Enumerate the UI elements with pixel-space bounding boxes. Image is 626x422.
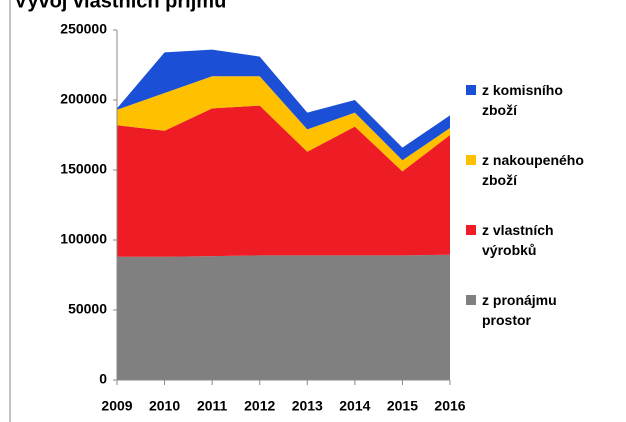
legend-label: z komisního zboží: [482, 82, 563, 118]
area: [117, 76, 450, 172]
legend-label: z pronájmu prostor: [482, 292, 557, 328]
legend-item: z pronájmu prostor: [466, 290, 616, 330]
y-tick-label: 150000: [60, 161, 107, 177]
x-tick-label: 2013: [292, 398, 323, 414]
legend-swatch: [466, 295, 476, 305]
x-tick-label: 2015: [387, 398, 418, 414]
legend-label: z nakoupeného zboží: [482, 152, 584, 188]
x-tick-label: 2016: [434, 398, 465, 414]
y-tick-label: 50000: [68, 301, 107, 317]
legend-item: z nakoupeného zboží: [466, 150, 616, 190]
area: [117, 49, 450, 161]
legend-label: z vlastních výrobků: [482, 222, 554, 258]
area: [117, 254, 450, 380]
x-tick-label: 2010: [149, 398, 180, 414]
y-tick-label: 250000: [60, 21, 107, 37]
legend-swatch: [466, 155, 476, 165]
legend-swatch: [466, 225, 476, 235]
x-tick-label: 2012: [244, 398, 275, 414]
x-tick-label: 2009: [101, 398, 132, 414]
y-tick-label: 100000: [60, 231, 107, 247]
x-tick-label: 2011: [197, 398, 228, 414]
legend-item: z vlastních výrobků: [466, 220, 616, 260]
y-tick-label: 200000: [60, 91, 107, 107]
area: [117, 105, 450, 257]
y-tick-label: 0: [99, 371, 107, 387]
legend-item: z komisního zboží: [466, 80, 616, 120]
legend-swatch: [466, 85, 476, 95]
chart-title: Vývoj vlastních příjmů: [14, 0, 226, 12]
x-tick-label: 2014: [339, 398, 370, 414]
